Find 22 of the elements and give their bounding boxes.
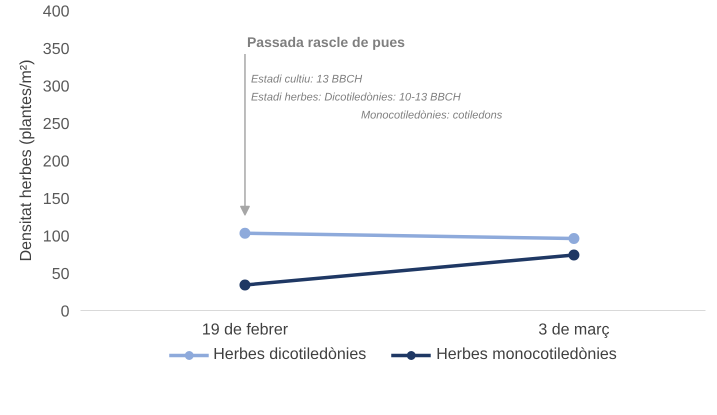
- y-tick-label: 200: [42, 154, 70, 170]
- annotation: Estadi cultiu: 13 BBCH: [250, 74, 362, 86]
- legend-label: Herbes dicotiledònies: [213, 346, 366, 364]
- annotation: Estadi herbes: Dicotiledònies: 10-13 BBCH: [250, 92, 461, 104]
- legend-label: Herbes monocotiledònies: [436, 346, 617, 364]
- annotation: Monocotiledònies: cotiledons: [360, 110, 503, 122]
- y-tick-label: 50: [52, 266, 70, 283]
- point: [239, 280, 250, 290]
- y-tick-label: 250: [42, 116, 70, 133]
- y-tick-label: 350: [42, 41, 70, 58]
- point: [568, 250, 580, 260]
- y-tick-label: 300: [42, 78, 70, 96]
- x-tick-label: 3 de març: [538, 322, 610, 338]
- y-axis-title: Densitat herbes (plantes/m²): [18, 60, 35, 262]
- y-tick-label: 100: [42, 228, 70, 246]
- x-tick-label: 19 de febrer: [202, 322, 289, 338]
- point: [568, 233, 580, 244]
- y-tick-label: 0: [60, 304, 70, 320]
- point: [239, 228, 250, 239]
- y-tick-label: 400: [42, 4, 70, 20]
- y-tick-label: 150: [42, 191, 70, 208]
- annotation: Passada rascle de pues: [246, 34, 406, 50]
